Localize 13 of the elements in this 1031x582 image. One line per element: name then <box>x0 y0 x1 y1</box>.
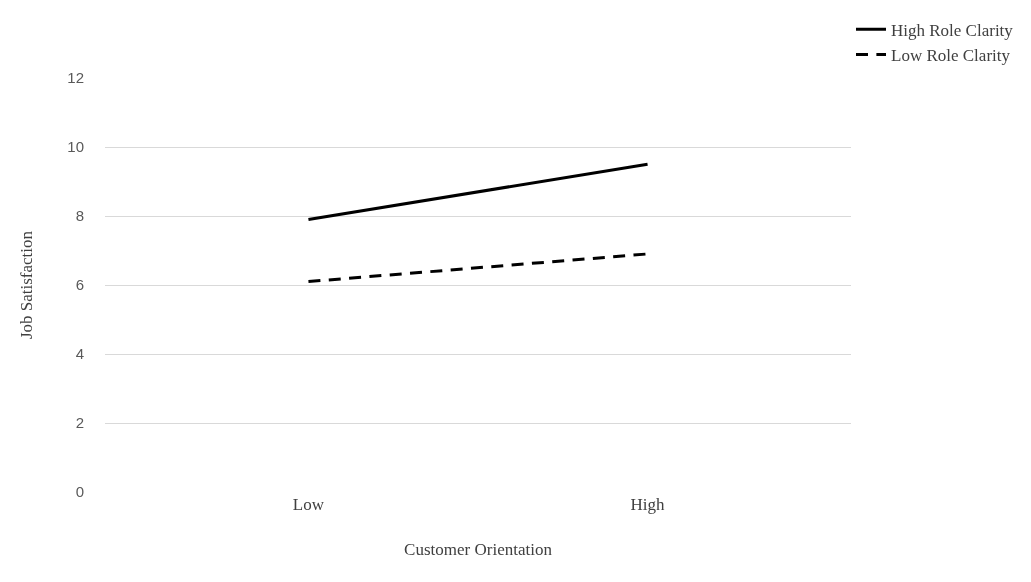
y-tick-label: 8 <box>75 207 84 225</box>
y-axis-title: Job Satisfaction <box>16 230 36 340</box>
x-tick-label: High <box>630 495 666 514</box>
y-tick-label: 6 <box>75 276 84 294</box>
x-axis-title: Customer Orientation <box>404 540 553 560</box>
y-tick-label: 0 <box>75 483 84 501</box>
legend-label: High Role Clarity <box>891 20 1014 40</box>
y-tick-label: 10 <box>67 138 84 156</box>
legend-label: Low Role Clarity <box>891 46 1011 66</box>
y-tick-label: 12 <box>67 69 84 87</box>
y-tick-label: 4 <box>75 345 84 363</box>
y-tick-label: 2 <box>75 414 84 432</box>
x-tick-label: Low <box>292 495 325 514</box>
